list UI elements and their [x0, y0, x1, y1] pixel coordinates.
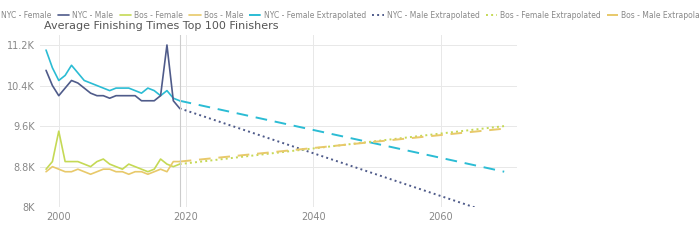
Text: Average Finishing Times Top 100 Finishers: Average Finishing Times Top 100 Finisher… — [45, 21, 279, 31]
Legend: NYC - Female, NYC - Male, Bos - Female, Bos - Male, NYC - Female Extrapolated, N: NYC - Female, NYC - Male, Bos - Female, … — [0, 8, 700, 23]
